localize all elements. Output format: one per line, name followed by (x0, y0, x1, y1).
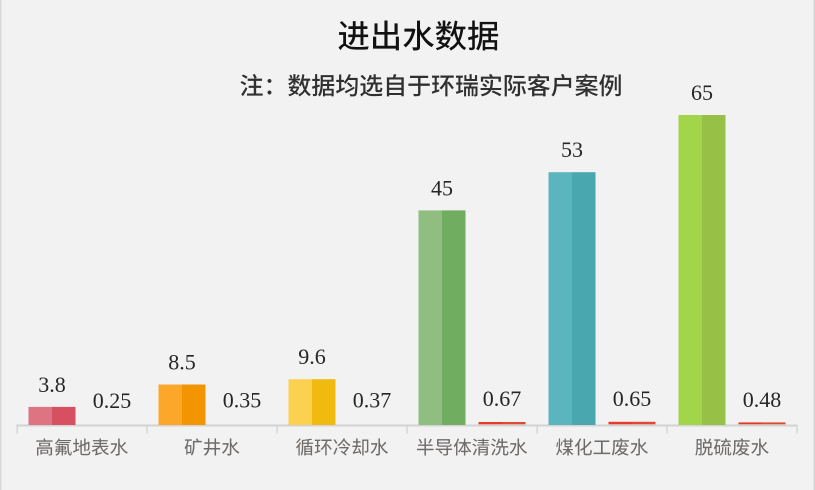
svg-text:8.5: 8.5 (168, 349, 196, 374)
svg-text:0.67: 0.67 (483, 386, 522, 411)
svg-text:9.6: 9.6 (298, 344, 326, 369)
svg-text:45: 45 (431, 175, 453, 200)
svg-text:0.35: 0.35 (223, 388, 262, 413)
svg-text:65: 65 (691, 80, 713, 105)
svg-text:0.25: 0.25 (93, 388, 132, 413)
svg-text:0.37: 0.37 (353, 387, 392, 412)
svg-text:0.48: 0.48 (743, 387, 782, 412)
svg-text:0.65: 0.65 (613, 386, 652, 411)
svg-text:3.8: 3.8 (38, 372, 66, 397)
svg-text:53: 53 (561, 137, 583, 162)
